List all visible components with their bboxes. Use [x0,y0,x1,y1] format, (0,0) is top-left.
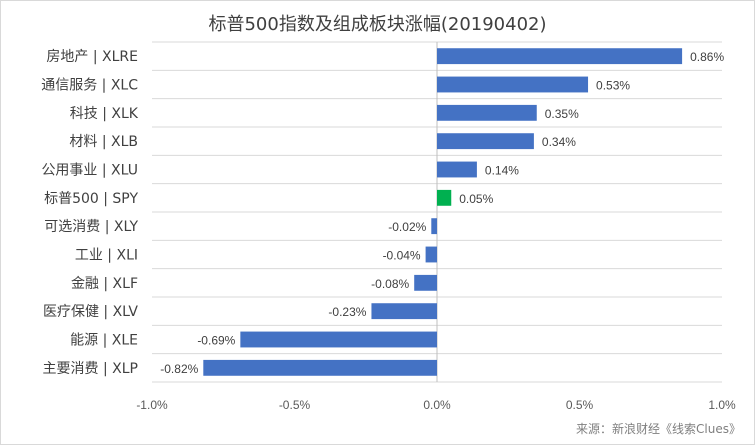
category-label: 房地产 | XLRE [46,49,138,65]
bar [371,303,437,320]
data-label: 0.14% [485,164,519,178]
category-label: 能源 | XLE [70,333,138,349]
category-label: 公用事业 | XLU [41,163,138,179]
data-label: -0.02% [388,220,426,234]
chart-title: 标普500指数及组成板块涨幅(20190402) [208,14,547,35]
bar [437,104,537,121]
data-label: 0.34% [542,135,576,149]
data-label: -0.82% [160,362,198,376]
x-tick-label: -1.0% [136,398,168,412]
category-label: 医疗保健 | XLV [43,304,138,320]
x-tick-label: 1.0% [708,398,736,412]
category-label: 通信服务 | XLC [41,78,138,94]
data-label: 0.05% [459,192,493,206]
data-label: -0.23% [328,305,366,319]
data-label: -0.08% [371,277,409,291]
data-label: -0.04% [383,249,421,263]
bar [437,133,534,150]
bar [437,161,477,178]
bar [437,189,452,206]
category-label: 可选消费 | XLY [44,219,138,235]
category-label: 主要消费 | XLP [43,361,138,377]
category-label: 标普500 | SPY [44,191,138,207]
bar [240,331,437,348]
x-tick-label: -0.5% [279,398,311,412]
x-tick-label: 0.0% [423,398,451,412]
bar [437,76,589,93]
bar [425,246,437,263]
category-label: 材料 | XLB [69,134,138,150]
data-label: 0.35% [545,107,579,121]
source-note: 来源：新浪财经《线索Clues》 [576,422,741,436]
bar [414,274,437,291]
bar [203,359,437,376]
category-label: 科技 | XLK [70,106,139,122]
data-label: 0.86% [690,50,724,64]
x-tick-label: 0.5% [566,398,594,412]
data-label: 0.53% [596,79,630,93]
category-label: 工业 | XLI [75,248,138,264]
bar [431,218,437,235]
bar [437,48,683,65]
data-label: -0.69% [197,334,235,348]
category-label: 金融 | XLF [71,276,138,292]
